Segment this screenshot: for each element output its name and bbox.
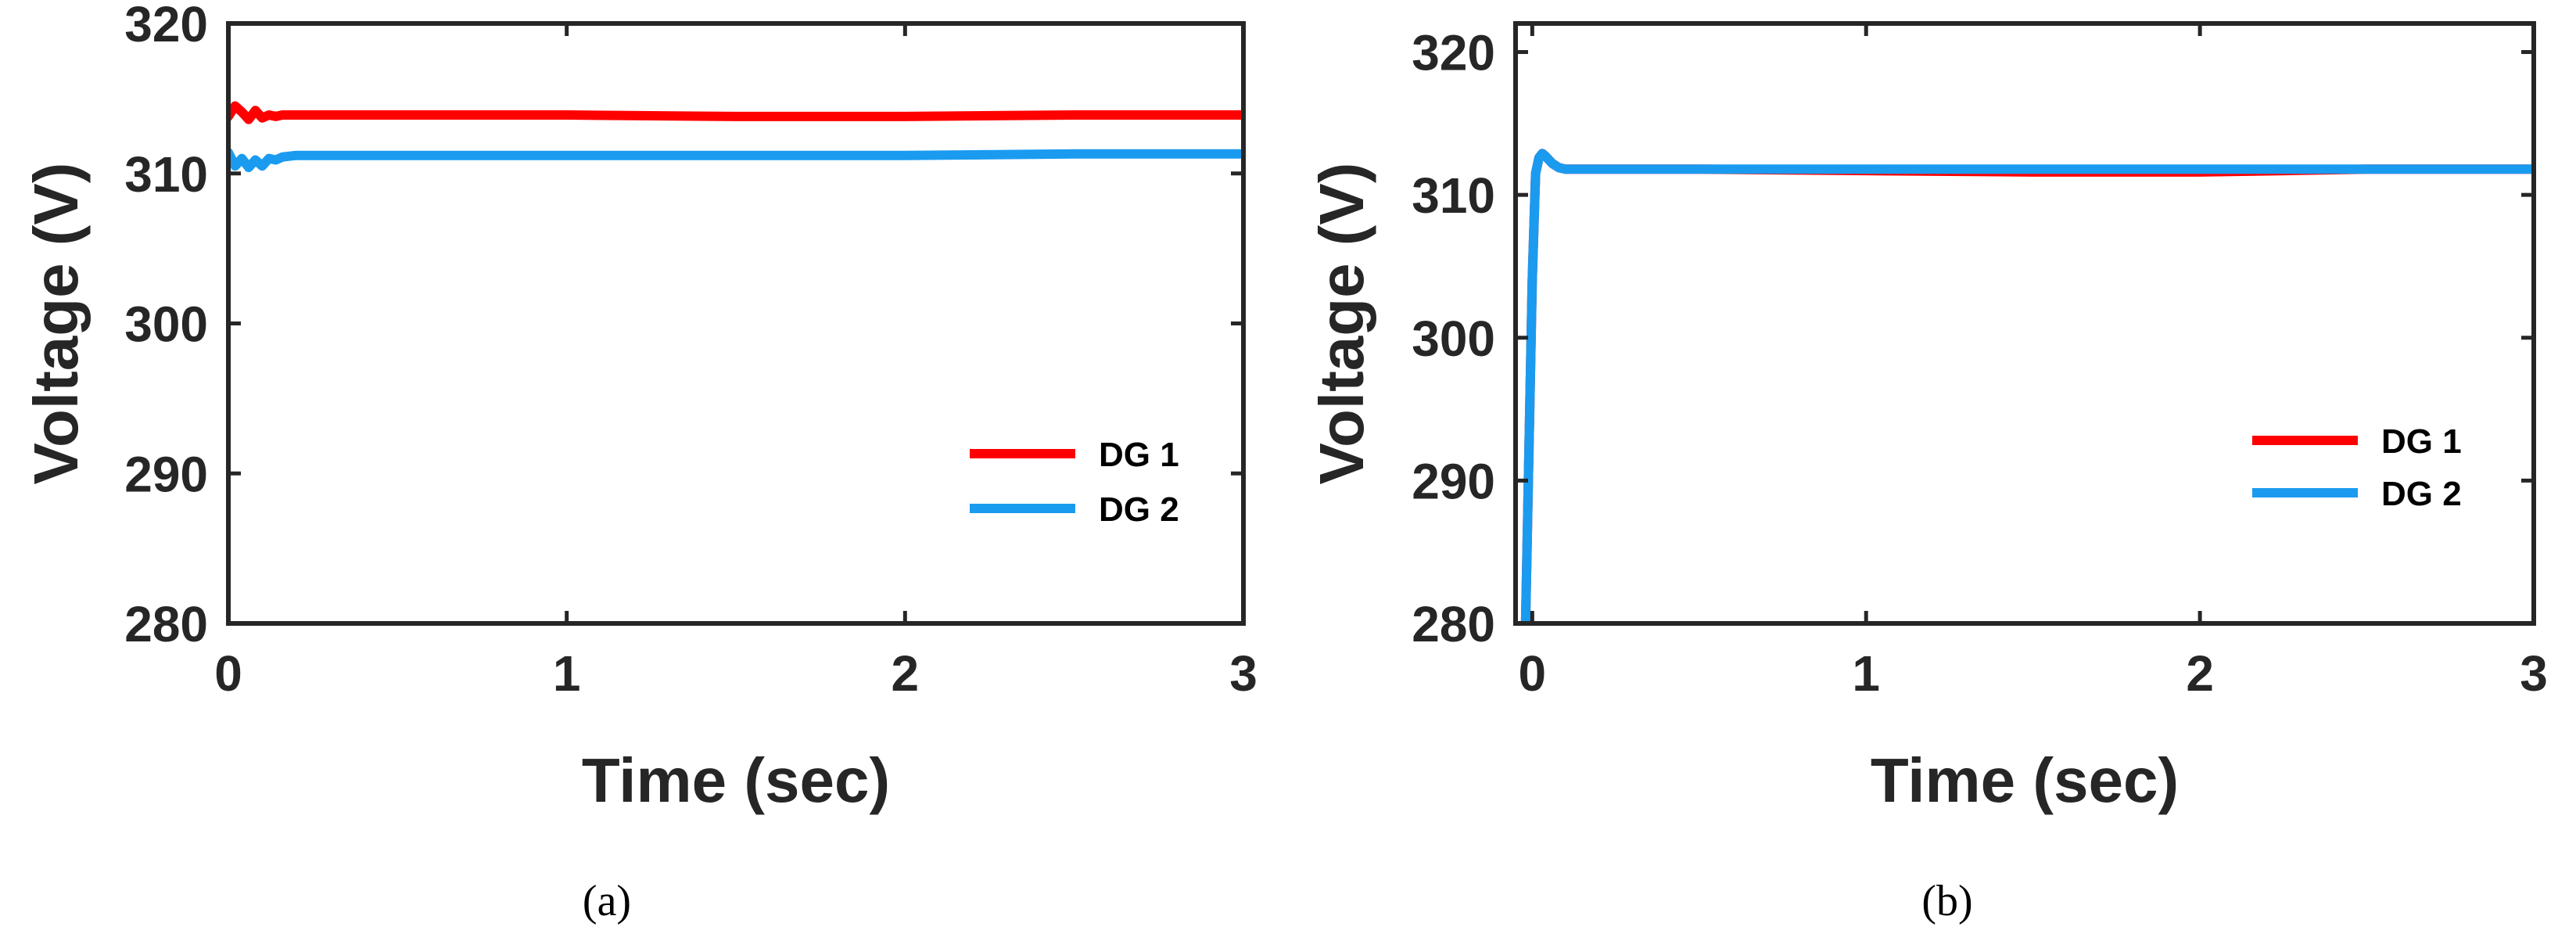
x-tick-label: 3	[2520, 645, 2548, 702]
y-tick-label: 300	[1412, 311, 1495, 367]
legend-label-dg-1: DG 1	[1099, 436, 1179, 474]
series-line-dg-2	[1520, 149, 2534, 623]
y-axis-title: Voltage (V)	[1307, 163, 1376, 485]
y-tick-label: 310	[124, 146, 208, 203]
series-line-dg-1	[228, 101, 1243, 124]
legend: DG 1 DG 2	[2252, 422, 2462, 513]
legend-label-dg-2: DG 2	[2381, 475, 2462, 513]
chart-panel-1: 0 1 2 3 280 290 300 310 320 Time (sec) Voltage (V)…	[21, 0, 1258, 925]
x-tick-label: 1	[1852, 645, 1880, 702]
y-tick-label: 320	[124, 0, 208, 52]
x-tick-label: 2	[892, 645, 920, 702]
series-line-dg-1	[1520, 149, 2534, 623]
x-tick-label: 1	[553, 645, 581, 702]
y-tick-label: 310	[1412, 167, 1495, 224]
y-tick-label: 320	[1412, 25, 1495, 81]
x-tick-label: 0	[214, 645, 242, 702]
y-axis-title: Voltage (V)	[21, 163, 91, 485]
x-tick-label: 3	[1229, 645, 1258, 702]
legend-label-dg-2: DG 2	[1099, 490, 1179, 529]
y-tick-label: 280	[124, 596, 208, 652]
x-tick-label: 2	[2186, 645, 2214, 702]
legend: DG 1 DG 2	[970, 436, 1179, 529]
y-tick-label: 300	[124, 296, 208, 353]
y-tick-label: 290	[1412, 453, 1495, 509]
y-tick-label: 280	[1412, 596, 1495, 652]
x-axis-title: Time (sec)	[582, 745, 890, 815]
x-axis-title: Time (sec)	[1871, 745, 2179, 815]
series-line-dg-2	[228, 147, 1243, 173]
figure-caption: (a)	[583, 877, 631, 925]
plot-frame	[1513, 21, 2536, 626]
figure-caption: (b)	[1921, 877, 1972, 925]
x-tick-label: 0	[1519, 645, 1547, 702]
legend-label-dg-1: DG 1	[2381, 422, 2462, 461]
y-tick-label: 290	[124, 446, 208, 502]
chart-panel-2: 0 1 2 3 280 290 300 310 320 Time (sec) Voltage (V)…	[1307, 21, 2548, 925]
